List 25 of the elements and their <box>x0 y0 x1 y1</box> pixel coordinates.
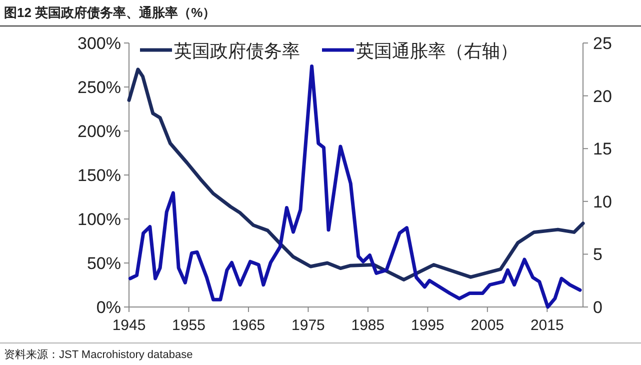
x-tick-label: 1955 <box>172 317 206 334</box>
y-tick-label: 0% <box>96 298 121 317</box>
y-tick-label: 250% <box>78 78 121 97</box>
y-tick-label: 50% <box>86 254 121 273</box>
legend-label: 英国政府债务率 <box>174 41 300 61</box>
y2-tick-label: 5 <box>593 245 602 264</box>
y-tick-label: 150% <box>78 166 121 185</box>
legend-label: 英国通胀率（右轴） <box>356 41 518 61</box>
y-tick-label: 200% <box>78 122 121 141</box>
y-tick-label: 100% <box>78 210 121 229</box>
y-tick-label: 300% <box>78 34 121 53</box>
y2-tick-label: 20 <box>593 86 612 106</box>
y2-tick-label: 25 <box>593 34 612 53</box>
text: 资料来源：JST Macrohistory database <box>4 348 193 361</box>
x-tick-label: 1995 <box>410 317 444 334</box>
x-tick-label: 1985 <box>351 317 385 334</box>
x-tick-label: 1975 <box>292 317 325 334</box>
x-tick-label: 2015 <box>530 317 564 334</box>
x-tick-label: 1945 <box>112 317 146 334</box>
y2-tick-label: 15 <box>593 140 612 159</box>
y2-tick-label: 10 <box>593 192 612 212</box>
chart-title: 图12 英国政府债务率、通胀率（%） <box>4 5 216 20</box>
y2-tick-label: 0 <box>593 298 602 317</box>
x-tick-label: 2005 <box>470 317 504 334</box>
x-tick-label: 1965 <box>232 317 266 334</box>
